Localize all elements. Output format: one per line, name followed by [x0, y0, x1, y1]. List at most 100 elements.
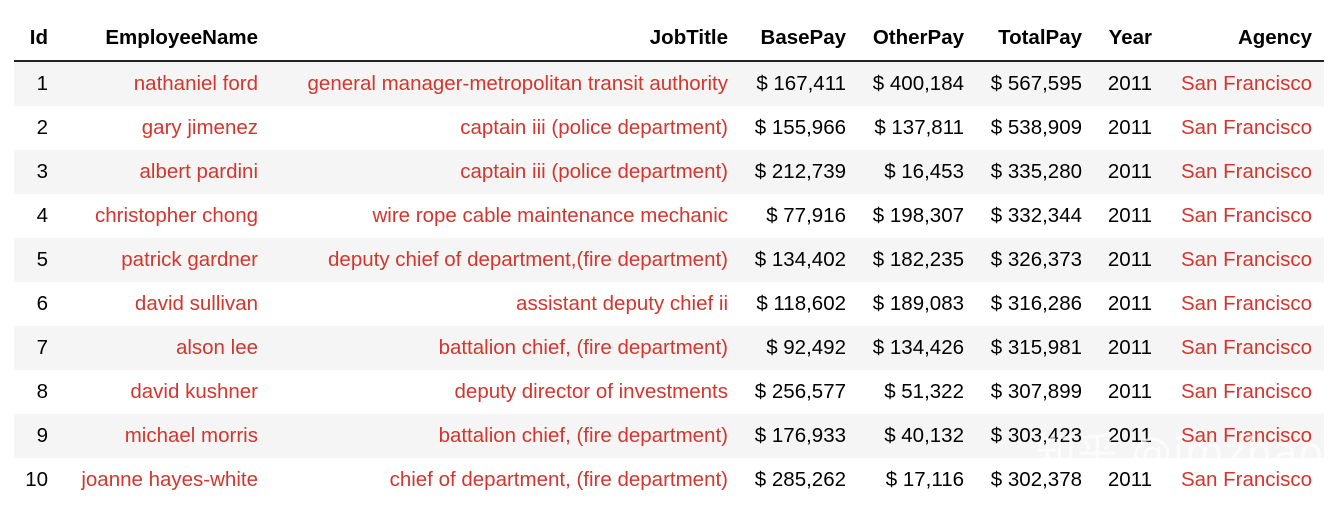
cell-job-title: deputy director of investments: [270, 370, 740, 414]
cell-other-pay: $ 134,426: [858, 326, 976, 370]
cell-year: 2011: [1094, 414, 1164, 458]
cell-other-pay: $ 189,083: [858, 282, 976, 326]
header-total-pay: TotalPay: [976, 16, 1094, 62]
cell-other-pay: $ 400,184: [858, 61, 976, 106]
table-row: 9 michael morris battalion chief, (fire …: [14, 414, 1324, 458]
table-row: 10 joanne hayes-white chief of departmen…: [14, 458, 1324, 502]
cell-year: 2011: [1094, 326, 1164, 370]
cell-total-pay: $ 316,286: [976, 282, 1094, 326]
cell-agency: San Francisco: [1164, 61, 1324, 106]
cell-agency: San Francisco: [1164, 326, 1324, 370]
header-base-pay: BasePay: [740, 16, 858, 62]
table-row: 7 alson lee battalion chief, (fire depar…: [14, 326, 1324, 370]
cell-year: 2011: [1094, 106, 1164, 150]
table-row: 3 albert pardini captain iii (police dep…: [14, 150, 1324, 194]
cell-job-title: wire rope cable maintenance mechanic: [270, 194, 740, 238]
table-row: 8 david kushner deputy director of inves…: [14, 370, 1324, 414]
cell-year: 2011: [1094, 150, 1164, 194]
header-row: Id EmployeeName JobTitle BasePay OtherPa…: [14, 16, 1324, 62]
cell-job-title: assistant deputy chief ii: [270, 282, 740, 326]
cell-id: 7: [14, 326, 60, 370]
header-id: Id: [14, 16, 60, 62]
cell-agency: San Francisco: [1164, 282, 1324, 326]
cell-agency: San Francisco: [1164, 370, 1324, 414]
table-row: 5 patrick gardner deputy chief of depart…: [14, 238, 1324, 282]
cell-id: 3: [14, 150, 60, 194]
cell-base-pay: $ 256,577: [740, 370, 858, 414]
table-row: 1 nathaniel ford general manager-metropo…: [14, 61, 1324, 106]
cell-agency: San Francisco: [1164, 458, 1324, 502]
cell-employee-name: david kushner: [60, 370, 270, 414]
cell-base-pay: $ 134,402: [740, 238, 858, 282]
cell-employee-name: patrick gardner: [60, 238, 270, 282]
cell-base-pay: $ 77,916: [740, 194, 858, 238]
cell-job-title: captain iii (police department): [270, 150, 740, 194]
cell-agency: San Francisco: [1164, 106, 1324, 150]
cell-agency: San Francisco: [1164, 238, 1324, 282]
cell-job-title: battalion chief, (fire department): [270, 326, 740, 370]
cell-total-pay: $ 567,595: [976, 61, 1094, 106]
cell-base-pay: $ 212,739: [740, 150, 858, 194]
cell-employee-name: christopher chong: [60, 194, 270, 238]
cell-other-pay: $ 198,307: [858, 194, 976, 238]
cell-employee-name: albert pardini: [60, 150, 270, 194]
cell-id: 4: [14, 194, 60, 238]
cell-base-pay: $ 167,411: [740, 61, 858, 106]
cell-year: 2011: [1094, 458, 1164, 502]
cell-employee-name: nathaniel ford: [60, 61, 270, 106]
header-year: Year: [1094, 16, 1164, 62]
header-employee-name: EmployeeName: [60, 16, 270, 62]
table-row: 6 david sullivan assistant deputy chief …: [14, 282, 1324, 326]
cell-other-pay: $ 17,116: [858, 458, 976, 502]
cell-job-title: captain iii (police department): [270, 106, 740, 150]
table-row: 4 christopher chong wire rope cable main…: [14, 194, 1324, 238]
cell-year: 2011: [1094, 370, 1164, 414]
cell-year: 2011: [1094, 238, 1164, 282]
cell-employee-name: michael morris: [60, 414, 270, 458]
cell-total-pay: $ 307,899: [976, 370, 1094, 414]
cell-base-pay: $ 118,602: [740, 282, 858, 326]
cell-job-title: deputy chief of department,(fire departm…: [270, 238, 740, 282]
cell-agency: San Francisco: [1164, 150, 1324, 194]
cell-year: 2011: [1094, 61, 1164, 106]
cell-id: 5: [14, 238, 60, 282]
cell-job-title: general manager-metropolitan transit aut…: [270, 61, 740, 106]
cell-base-pay: $ 92,492: [740, 326, 858, 370]
cell-id: 10: [14, 458, 60, 502]
cell-base-pay: $ 155,966: [740, 106, 858, 150]
table-row: 2 gary jimenez captain iii (police depar…: [14, 106, 1324, 150]
cell-total-pay: $ 335,280: [976, 150, 1094, 194]
cell-employee-name: david sullivan: [60, 282, 270, 326]
cell-job-title: chief of department, (fire department): [270, 458, 740, 502]
header-agency: Agency: [1164, 16, 1324, 62]
cell-other-pay: $ 182,235: [858, 238, 976, 282]
cell-agency: San Francisco: [1164, 194, 1324, 238]
cell-employee-name: gary jimenez: [60, 106, 270, 150]
cell-other-pay: $ 16,453: [858, 150, 976, 194]
header-job-title: JobTitle: [270, 16, 740, 62]
cell-id: 1: [14, 61, 60, 106]
cell-job-title: battalion chief, (fire department): [270, 414, 740, 458]
cell-other-pay: $ 51,322: [858, 370, 976, 414]
cell-base-pay: $ 285,262: [740, 458, 858, 502]
cell-total-pay: $ 326,373: [976, 238, 1094, 282]
cell-other-pay: $ 40,132: [858, 414, 976, 458]
header-other-pay: OtherPay: [858, 16, 976, 62]
cell-total-pay: $ 303,423: [976, 414, 1094, 458]
salary-table: Id EmployeeName JobTitle BasePay OtherPa…: [14, 16, 1324, 502]
cell-total-pay: $ 538,909: [976, 106, 1094, 150]
cell-agency: San Francisco: [1164, 414, 1324, 458]
cell-total-pay: $ 315,981: [976, 326, 1094, 370]
cell-base-pay: $ 176,933: [740, 414, 858, 458]
cell-year: 2011: [1094, 194, 1164, 238]
cell-employee-name: joanne hayes-white: [60, 458, 270, 502]
cell-id: 9: [14, 414, 60, 458]
cell-total-pay: $ 302,378: [976, 458, 1094, 502]
cell-id: 2: [14, 106, 60, 150]
cell-id: 6: [14, 282, 60, 326]
cell-employee-name: alson lee: [60, 326, 270, 370]
cell-other-pay: $ 137,811: [858, 106, 976, 150]
cell-year: 2011: [1094, 282, 1164, 326]
cell-id: 8: [14, 370, 60, 414]
cell-total-pay: $ 332,344: [976, 194, 1094, 238]
